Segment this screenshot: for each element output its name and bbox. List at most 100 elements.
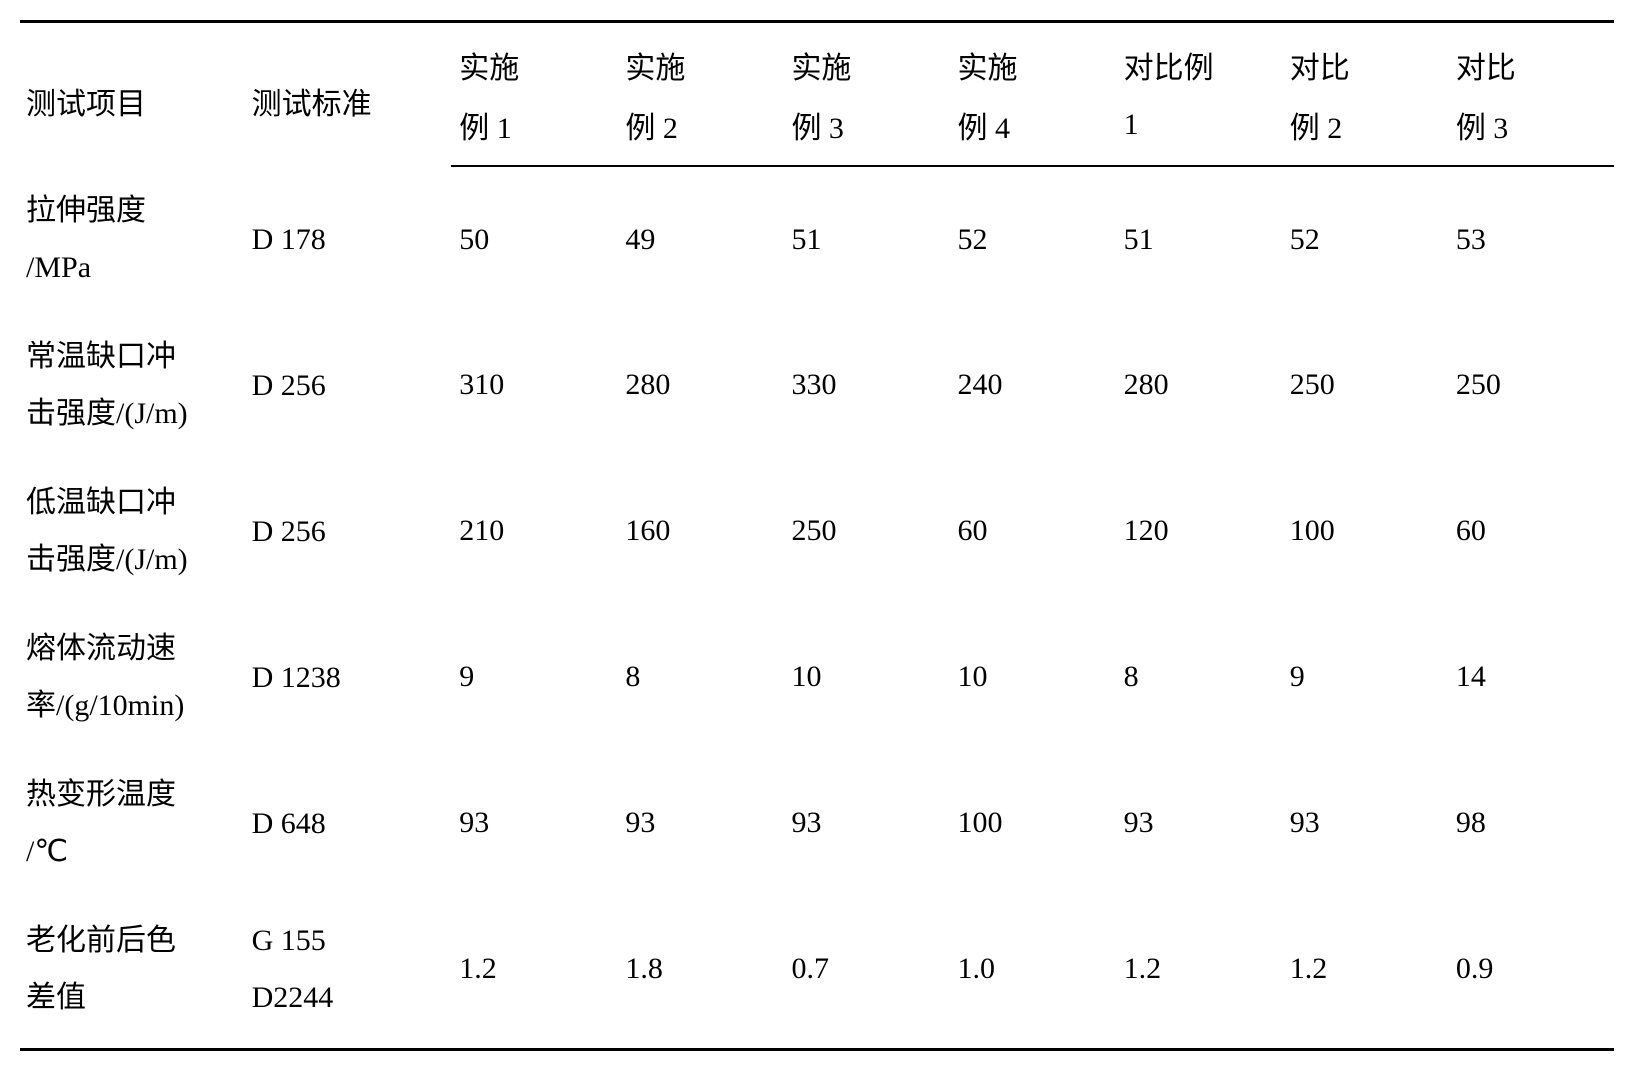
cell-test-standard: D 256 xyxy=(244,312,452,458)
cell-value: 250 xyxy=(1448,312,1614,458)
cell-test-item-l2: 击强度/(J/m) xyxy=(26,543,188,576)
cell-value: 250 xyxy=(783,458,949,604)
table-header: 测试项目 测试标准 实施 实施 实施 实施 对比例 对比 对比 例 1 例 2 … xyxy=(20,22,1614,167)
cell-test-item: 老化前后色差值 xyxy=(20,896,244,1050)
header-ex1-l1: 实施 xyxy=(451,22,617,96)
cell-test-item-l2: /℃ xyxy=(26,835,68,868)
cell-value: 51 xyxy=(1116,166,1282,312)
cell-test-item: 热变形温度 /℃ xyxy=(20,750,244,896)
cell-test-item: 熔体流动速率/(g/10min) xyxy=(20,604,244,750)
cell-value: 0.9 xyxy=(1448,896,1614,1050)
cell-value: 51 xyxy=(783,166,949,312)
data-table-container: 测试项目 测试标准 实施 实施 实施 实施 对比例 对比 对比 例 1 例 2 … xyxy=(20,20,1614,1051)
cell-test-item-l1: 拉伸强度 xyxy=(26,194,146,227)
header-ex2-l2: 例 2 xyxy=(617,95,783,166)
cell-value: 1.2 xyxy=(451,896,617,1050)
cell-value: 60 xyxy=(950,458,1116,604)
cell-test-item-l1: 熔体流动速 xyxy=(26,632,176,665)
header-cmp2-l2: 例 2 xyxy=(1282,95,1448,166)
cell-value: 93 xyxy=(1116,750,1282,896)
cell-value: 93 xyxy=(617,750,783,896)
cell-test-item-l1: 常温缺口冲 xyxy=(26,340,176,373)
header-cmp3-l1: 对比 xyxy=(1448,22,1614,96)
cell-test-item-l2: 击强度/(J/m) xyxy=(26,397,188,430)
cell-value: 93 xyxy=(451,750,617,896)
table-row: 低温缺口冲击强度/(J/m)D 2562101602506012010060 xyxy=(20,458,1614,604)
cell-value: 50 xyxy=(451,166,617,312)
cell-test-item: 低温缺口冲击强度/(J/m) xyxy=(20,458,244,604)
table-row: 熔体流动速率/(g/10min)D 12389810108914 xyxy=(20,604,1614,750)
header-ex4-l2: 例 4 xyxy=(950,95,1116,166)
cell-value: 10 xyxy=(783,604,949,750)
table-row: 常温缺口冲击强度/(J/m)D 256310280330240280250250 xyxy=(20,312,1614,458)
cell-test-item-l2: 差值 xyxy=(26,981,86,1014)
header-cmp3-l2: 例 3 xyxy=(1448,95,1614,166)
cell-value: 310 xyxy=(451,312,617,458)
cell-test-item-l2: /MPa xyxy=(26,251,91,284)
header-test-item: 测试项目 xyxy=(20,22,244,167)
cell-value: 93 xyxy=(1282,750,1448,896)
header-cmp2-l1: 对比 xyxy=(1282,22,1448,96)
cell-value: 100 xyxy=(1282,458,1448,604)
cell-value: 52 xyxy=(1282,166,1448,312)
cell-value: 280 xyxy=(1116,312,1282,458)
cell-value: 1.2 xyxy=(1116,896,1282,1050)
header-cmp1-l1: 对比例 xyxy=(1116,22,1282,96)
table-body: 拉伸强度/MPaD 17850495152515253常温缺口冲击强度/(J/m… xyxy=(20,166,1614,1050)
header-ex3-l1: 实施 xyxy=(783,22,949,96)
cell-test-item: 拉伸强度/MPa xyxy=(20,166,244,312)
cell-value: 93 xyxy=(783,750,949,896)
cell-test-item-l1: 热变形温度 xyxy=(26,778,176,811)
cell-test-standard: D 648 xyxy=(244,750,452,896)
cell-test-standard-l1: G 155 xyxy=(252,924,326,957)
cell-value: 8 xyxy=(617,604,783,750)
cell-test-standard-l1: D 1238 xyxy=(252,661,341,694)
cell-test-item-l1: 老化前后色 xyxy=(26,924,176,957)
cell-value: 100 xyxy=(950,750,1116,896)
cell-value: 1.8 xyxy=(617,896,783,1050)
cell-value: 9 xyxy=(1282,604,1448,750)
table-row: 热变形温度/℃D 648939393100939398 xyxy=(20,750,1614,896)
cell-test-standard-l1: D 256 xyxy=(252,515,326,548)
cell-test-item-l2: 率/(g/10min) xyxy=(26,689,184,722)
cell-value: 160 xyxy=(617,458,783,604)
cell-value: 8 xyxy=(1116,604,1282,750)
cell-test-standard-l1: D 648 xyxy=(252,807,326,840)
cell-test-standard: D 1238 xyxy=(244,604,452,750)
cell-value: 1.0 xyxy=(950,896,1116,1050)
header-test-standard: 测试标准 xyxy=(244,22,452,167)
cell-value: 280 xyxy=(617,312,783,458)
cell-value: 53 xyxy=(1448,166,1614,312)
cell-test-standard-l1: D 178 xyxy=(252,223,326,256)
data-table: 测试项目 测试标准 实施 实施 实施 实施 对比例 对比 对比 例 1 例 2 … xyxy=(20,20,1614,1051)
header-cmp1-l2: 1 xyxy=(1116,95,1282,166)
cell-test-item: 常温缺口冲击强度/(J/m) xyxy=(20,312,244,458)
header-ex2-l1: 实施 xyxy=(617,22,783,96)
cell-test-standard: G 155 D2244 xyxy=(244,896,452,1050)
cell-value: 14 xyxy=(1448,604,1614,750)
cell-test-standard: D 256 xyxy=(244,458,452,604)
cell-value: 10 xyxy=(950,604,1116,750)
cell-value: 60 xyxy=(1448,458,1614,604)
cell-value: 330 xyxy=(783,312,949,458)
cell-value: 9 xyxy=(451,604,617,750)
cell-value: 1.2 xyxy=(1282,896,1448,1050)
cell-value: 120 xyxy=(1116,458,1282,604)
cell-value: 250 xyxy=(1282,312,1448,458)
header-row-1: 测试项目 测试标准 实施 实施 实施 实施 对比例 对比 对比 xyxy=(20,22,1614,96)
cell-value: 98 xyxy=(1448,750,1614,896)
table-row: 拉伸强度/MPaD 17850495152515253 xyxy=(20,166,1614,312)
header-ex1-l2: 例 1 xyxy=(451,95,617,166)
cell-value: 49 xyxy=(617,166,783,312)
cell-value: 210 xyxy=(451,458,617,604)
cell-value: 0.7 xyxy=(783,896,949,1050)
cell-value: 240 xyxy=(950,312,1116,458)
table-row: 老化前后色差值G 155D22441.21.80.71.01.21.20.9 xyxy=(20,896,1614,1050)
cell-test-standard-l2: D2244 xyxy=(252,981,334,1014)
cell-test-item-l1: 低温缺口冲 xyxy=(26,486,176,519)
cell-value: 52 xyxy=(950,166,1116,312)
cell-test-standard: D 178 xyxy=(244,166,452,312)
cell-test-standard-l1: D 256 xyxy=(252,369,326,402)
header-ex3-l2: 例 3 xyxy=(783,95,949,166)
header-ex4-l1: 实施 xyxy=(950,22,1116,96)
